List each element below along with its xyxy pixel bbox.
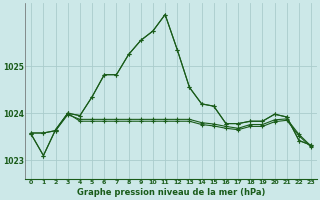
- X-axis label: Graphe pression niveau de la mer (hPa): Graphe pression niveau de la mer (hPa): [77, 188, 265, 197]
